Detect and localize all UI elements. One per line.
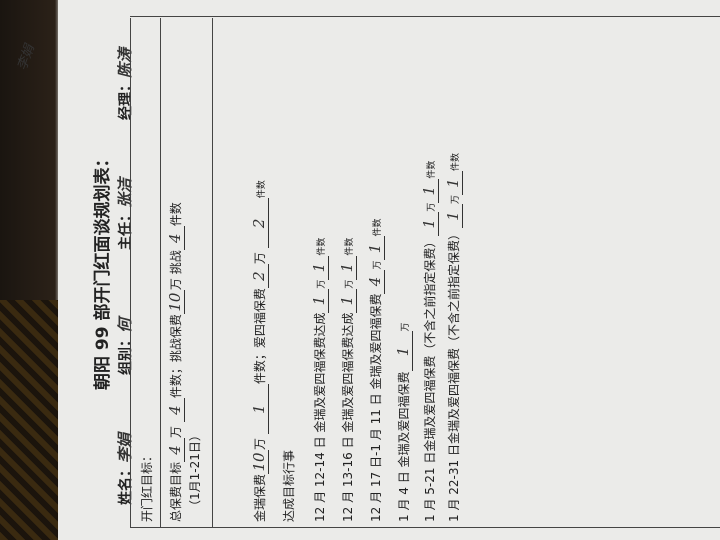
total-value: 4 bbox=[166, 437, 185, 462]
row-count-unit: 件数 bbox=[345, 237, 355, 256]
row-amount: 1 bbox=[444, 204, 463, 229]
row-count-unit: 件数 bbox=[451, 153, 461, 172]
row-count: 1 bbox=[444, 171, 463, 196]
row-unit: 万 bbox=[451, 195, 461, 205]
jinrui-label: 金瑞保费 bbox=[253, 473, 267, 522]
plan-row: 12 月 12-14 日 金瑞及爱四福保费达成1万1件数 bbox=[310, 238, 329, 522]
count-label: 件数；挑战保费 bbox=[169, 314, 183, 399]
divider bbox=[212, 18, 213, 528]
row-amount: 1 bbox=[394, 331, 413, 372]
jinrui-value: 10 bbox=[250, 449, 269, 474]
section-title: 开门红目标： bbox=[140, 449, 154, 522]
row-amount: 1 bbox=[420, 211, 439, 236]
count-suffix: 件数 bbox=[257, 180, 267, 199]
row-count: 1 bbox=[310, 255, 329, 280]
row-count-unit: 件数 bbox=[317, 237, 327, 256]
challenge-count: 4 bbox=[166, 226, 185, 251]
count-suffix: 件数 bbox=[169, 202, 183, 227]
count-label: 件数；爱四福保费 bbox=[253, 288, 267, 385]
jinrui-row: 金瑞保费10万 1件数；爱四福保费2万 2件数 bbox=[250, 180, 269, 522]
row-text: 12 月 17 日-1 月 11 日 金瑞及爱四福保费 bbox=[369, 293, 383, 522]
form-title: 朝阳 99 部开门红面谈规划表： bbox=[93, 150, 113, 391]
unit: 万 bbox=[169, 425, 183, 438]
row-count: 1 bbox=[366, 236, 385, 261]
row-count: 1 bbox=[338, 255, 357, 280]
row-text: 12 月 12-14 日 金瑞及爱四福保费达成 bbox=[313, 312, 327, 522]
row-count-unit: 件数 bbox=[373, 218, 383, 237]
asf-value: 2 bbox=[250, 264, 269, 289]
row-unit: 万 bbox=[373, 260, 383, 270]
row-text: 1 月 5-21 日金瑞及爱四福保费（不含之前指定保费） bbox=[423, 235, 437, 522]
total-target-row: 总保费目标4万 4件数；挑战保费10万 挑战4件数 bbox=[166, 202, 185, 522]
row-unit: 万 bbox=[345, 279, 355, 289]
unit: 万 bbox=[253, 252, 267, 265]
divider bbox=[130, 18, 131, 528]
divider bbox=[160, 18, 161, 528]
row-text: 1 月 4 日 金瑞及爱四福保费 bbox=[397, 371, 411, 522]
unit: 万 bbox=[253, 437, 267, 450]
plan-row: 1 月 22-31 日金瑞及爱四福保费（不含之前指定保费）1万1件数 bbox=[444, 153, 463, 522]
total-count: 4 bbox=[166, 398, 185, 423]
row-amount: 1 bbox=[338, 288, 357, 313]
asf-count: 2 bbox=[250, 198, 269, 249]
row-text: 12 月 13-16 日 金瑞及爱四福保费达成 bbox=[341, 312, 355, 522]
row-amount: 1 bbox=[310, 288, 329, 313]
row-unit: 万 bbox=[427, 202, 437, 212]
challenge-value: 10 bbox=[166, 290, 185, 315]
plan-row: 1 月 5-21 日金瑞及爱四福保费（不含之前指定保费）1万1件数 bbox=[420, 161, 439, 522]
total-label: 总保费目标 bbox=[169, 461, 183, 522]
plan-row: 12 月 13-16 日 金瑞及爱四福保费达成1万1件数 bbox=[338, 238, 357, 522]
plan-row: 12 月 17 日-1 月 11 日 金瑞及爱四福保费4万1件数 bbox=[366, 218, 385, 522]
row-unit: 万 bbox=[401, 322, 411, 332]
period-label: （1月1-21日） bbox=[188, 429, 202, 512]
jinrui-count: 1 bbox=[250, 384, 269, 435]
row-text: 1 月 22-31 日金瑞及爱四福保费（不含之前指定保费） bbox=[447, 228, 461, 522]
row-unit: 万 bbox=[317, 279, 327, 289]
row-count-unit: 件数 bbox=[427, 160, 437, 179]
unit: 万 bbox=[169, 278, 183, 291]
corner-signature: 李娟 bbox=[14, 42, 38, 73]
challenge-label: 挑战 bbox=[169, 250, 183, 275]
row-count: 1 bbox=[420, 178, 439, 203]
plan-row: 1 月 4 日 金瑞及爱四福保费1万 bbox=[394, 322, 413, 522]
plan-title: 达成目标行事 bbox=[282, 449, 296, 522]
row-amount: 4 bbox=[366, 269, 385, 294]
